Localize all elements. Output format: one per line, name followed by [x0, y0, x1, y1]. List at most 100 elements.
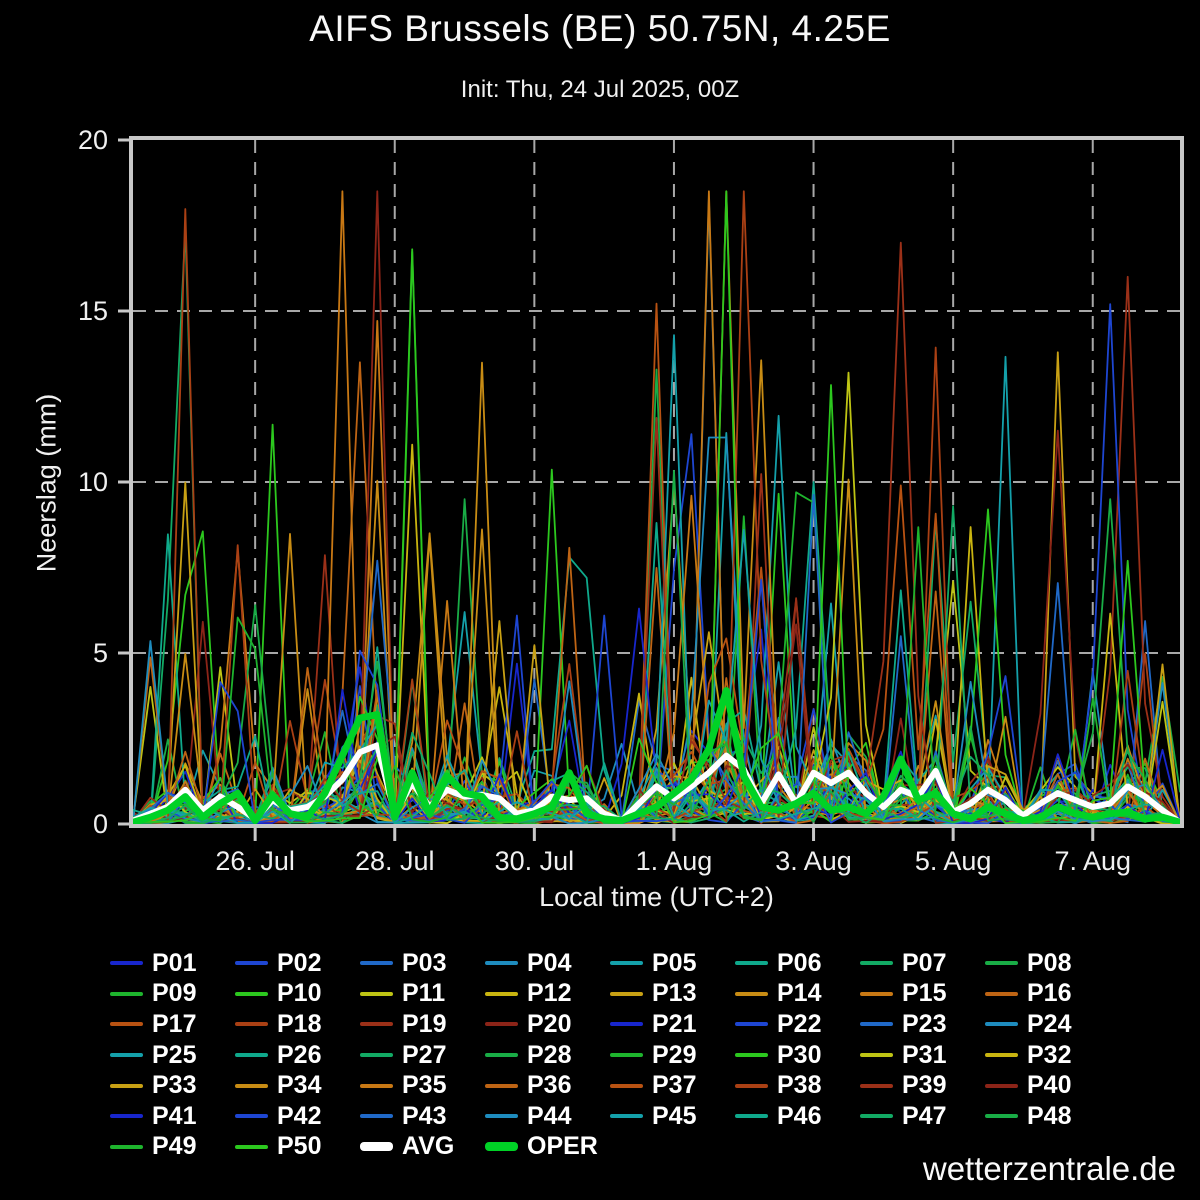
- legend-label-p28: P28: [527, 1040, 572, 1069]
- legend-label-p11: P11: [402, 979, 446, 1008]
- legend-swatch-p35: [360, 1083, 393, 1088]
- legend-swatch-p31: [860, 1053, 893, 1058]
- legend-entry-p36: P36: [485, 1073, 610, 1098]
- legend-swatch-p04: [485, 961, 518, 966]
- y-tick-label: 15: [78, 296, 108, 326]
- legend-entry-p23: P23: [860, 1011, 985, 1037]
- legend-swatch-p30: [735, 1053, 768, 1058]
- legend-swatch-p44: [485, 1114, 518, 1119]
- legend-label-p09: P09: [152, 979, 197, 1008]
- oper-line: [133, 687, 1180, 824]
- legend-label-p37: P37: [652, 1071, 697, 1100]
- legend-swatch-p01: [110, 961, 143, 966]
- legend-label-p50: P50: [277, 1132, 322, 1161]
- legend-entry-p19: P19: [360, 1009, 485, 1038]
- legend-entry-p05: P05: [610, 948, 735, 977]
- legend-label-p22: P22: [777, 1009, 822, 1038]
- legend-swatch-p15: [860, 991, 893, 996]
- legend-entry-p01: P01: [110, 948, 235, 977]
- legend-entry-p34: P34: [235, 1073, 360, 1098]
- legend-swatch-p13: [610, 991, 643, 996]
- legend-swatch-p33: [110, 1083, 143, 1088]
- legend-swatch-p18: [235, 1022, 268, 1027]
- legend-label-p05: P05: [652, 948, 697, 977]
- legend-label-p46: P46: [777, 1101, 822, 1130]
- legend-label-p31: P31: [902, 1040, 947, 1069]
- legend-entry-p20: P20: [485, 1011, 610, 1037]
- x-tick-label: 1. Aug: [636, 846, 713, 876]
- x-tick-label: 26. Jul: [215, 846, 295, 876]
- legend-label-p30: P30: [777, 1040, 822, 1069]
- legend-label-p47: P47: [902, 1101, 947, 1130]
- legend-swatch-p37: [610, 1083, 643, 1088]
- legend-entry-p29: P29: [610, 1040, 735, 1069]
- legend-label-p01: P01: [152, 948, 197, 977]
- x-axis-label: Local time (UTC+2): [539, 882, 774, 912]
- legend-entry-avg: AVG: [360, 1134, 485, 1159]
- legend-swatch-p12: [485, 991, 518, 996]
- legend-label-oper: OPER: [527, 1132, 598, 1161]
- legend-swatch-p45: [610, 1114, 643, 1119]
- legend-swatch-p08: [985, 961, 1018, 966]
- legend-entry-p11: P11: [360, 981, 485, 1006]
- legend-entry-p50: P50: [235, 1134, 360, 1159]
- legend-entry-p18: P18: [235, 1011, 360, 1037]
- legend-entry-p41: P41: [110, 1101, 235, 1130]
- legend-label-p14: P14: [777, 979, 822, 1008]
- legend-label-p12: P12: [527, 979, 572, 1008]
- chart-title: AIFS Brussels (BE) 50.75N, 4.25E: [309, 8, 891, 49]
- legend-swatch-p26: [235, 1053, 268, 1058]
- legend-entry-p17: P17: [110, 1011, 235, 1037]
- legend-swatch-p10: [235, 991, 268, 996]
- legend-swatch-p20: [485, 1022, 518, 1027]
- legend-label-p16: P16: [1027, 979, 1072, 1008]
- legend-swatch-p38: [735, 1083, 768, 1088]
- legend-entry-p02: P02: [235, 950, 360, 976]
- legend-entry-p25: P25: [110, 1042, 235, 1068]
- legend-entry-p16: P16: [985, 981, 1110, 1006]
- legend-label-p44: P44: [527, 1101, 572, 1130]
- legend-entry-p30: P30: [735, 1040, 860, 1069]
- legend-swatch-p16: [985, 991, 1018, 996]
- legend-swatch-p39: [860, 1083, 893, 1088]
- legend-label-p27: P27: [402, 1040, 447, 1069]
- legend-entry-p09: P09: [110, 981, 235, 1006]
- y-tick-label: 0: [93, 809, 108, 839]
- legend-swatch-p21: [610, 1022, 643, 1027]
- legend-swatch-p32: [985, 1053, 1018, 1058]
- legend-entry-p13: P13: [610, 981, 735, 1006]
- legend-entry-p15: P15: [860, 981, 985, 1006]
- legend-label-p19: P19: [402, 1009, 447, 1038]
- legend-label-avg: AVG: [402, 1132, 455, 1161]
- x-tick-label: 30. Jul: [495, 846, 575, 876]
- legend-label-p39: P39: [902, 1071, 947, 1100]
- legend-swatch-p46: [735, 1114, 768, 1119]
- y-tick-label: 20: [78, 125, 108, 155]
- legend-swatch-p03: [360, 961, 393, 966]
- legend-label-p40: P40: [1027, 1071, 1072, 1100]
- plot-frame: [129, 136, 1184, 828]
- legend-entry-p07: P07: [860, 950, 985, 976]
- legend-swatch-p34: [235, 1083, 268, 1088]
- legend-label-p29: P29: [652, 1040, 697, 1069]
- legend-label-p34: P34: [277, 1071, 322, 1100]
- legend-entry-p37: P37: [610, 1073, 735, 1098]
- legend-label-p41: P41: [152, 1101, 197, 1130]
- legend-entry-p03: P03: [360, 950, 485, 976]
- chart-subtitle: Init: Thu, 24 Jul 2025, 00Z: [460, 76, 740, 103]
- precip-ensemble-chart: 26. Jul 28. Jul 30. Jul 1. Aug 3. Aug 5. Aug 7…: [78, 125, 1184, 876]
- legend-swatch-p09: [110, 991, 143, 996]
- legend-swatch-p07: [860, 961, 893, 966]
- ensemble-line-p48: [133, 469, 1180, 824]
- legend-entry-p33: P33: [110, 1073, 235, 1098]
- ensemble-line-p12: [133, 443, 1180, 824]
- legend-swatch-p05: [610, 961, 643, 966]
- legend-entry-p12: P12: [485, 981, 610, 1006]
- legend-label-p26: P26: [277, 1040, 322, 1069]
- x-tick-label: 28. Jul: [355, 846, 435, 876]
- legend-label-p24: P24: [1027, 1009, 1072, 1038]
- legend-entry-p47: P47: [860, 1101, 985, 1130]
- legend-entry-p27: P27: [360, 1040, 485, 1069]
- legend-entry-p04: P04: [485, 950, 610, 976]
